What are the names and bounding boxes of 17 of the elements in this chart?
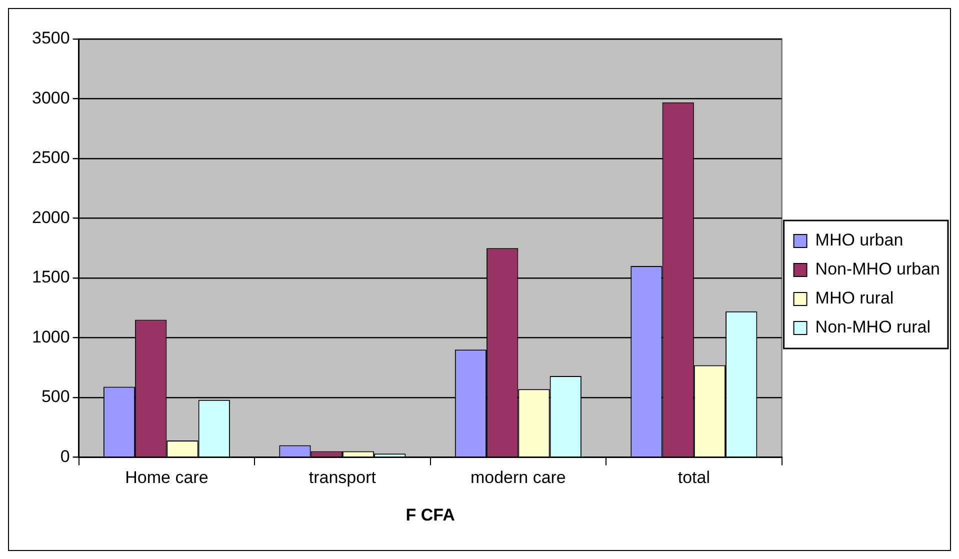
y-tick-label: 1500 <box>32 268 70 287</box>
y-tick-label: 0 <box>60 446 70 466</box>
x-axis-title: F CFA <box>406 505 455 524</box>
y-tick-label: 3000 <box>32 88 70 108</box>
x-tick-label: modern care <box>470 468 566 488</box>
y-tick-label: 2000 <box>32 208 70 227</box>
y-tick-label: 2500 <box>32 148 70 168</box>
x-tick-label: transport <box>308 468 376 488</box>
y-tick-label: 500 <box>41 387 70 406</box>
legend-label: MHO urban <box>815 230 904 250</box>
legend-label: Non-MHO rural <box>815 318 931 337</box>
x-tick-label: Home care <box>125 468 208 488</box>
y-tick-label: 3500 <box>32 28 70 48</box>
legend-label: Non-MHO urban <box>815 260 940 279</box>
legend-label: MHO rural <box>815 288 894 308</box>
y-tick-label: 1000 <box>32 327 70 346</box>
x-tick-label: total <box>678 468 710 488</box>
